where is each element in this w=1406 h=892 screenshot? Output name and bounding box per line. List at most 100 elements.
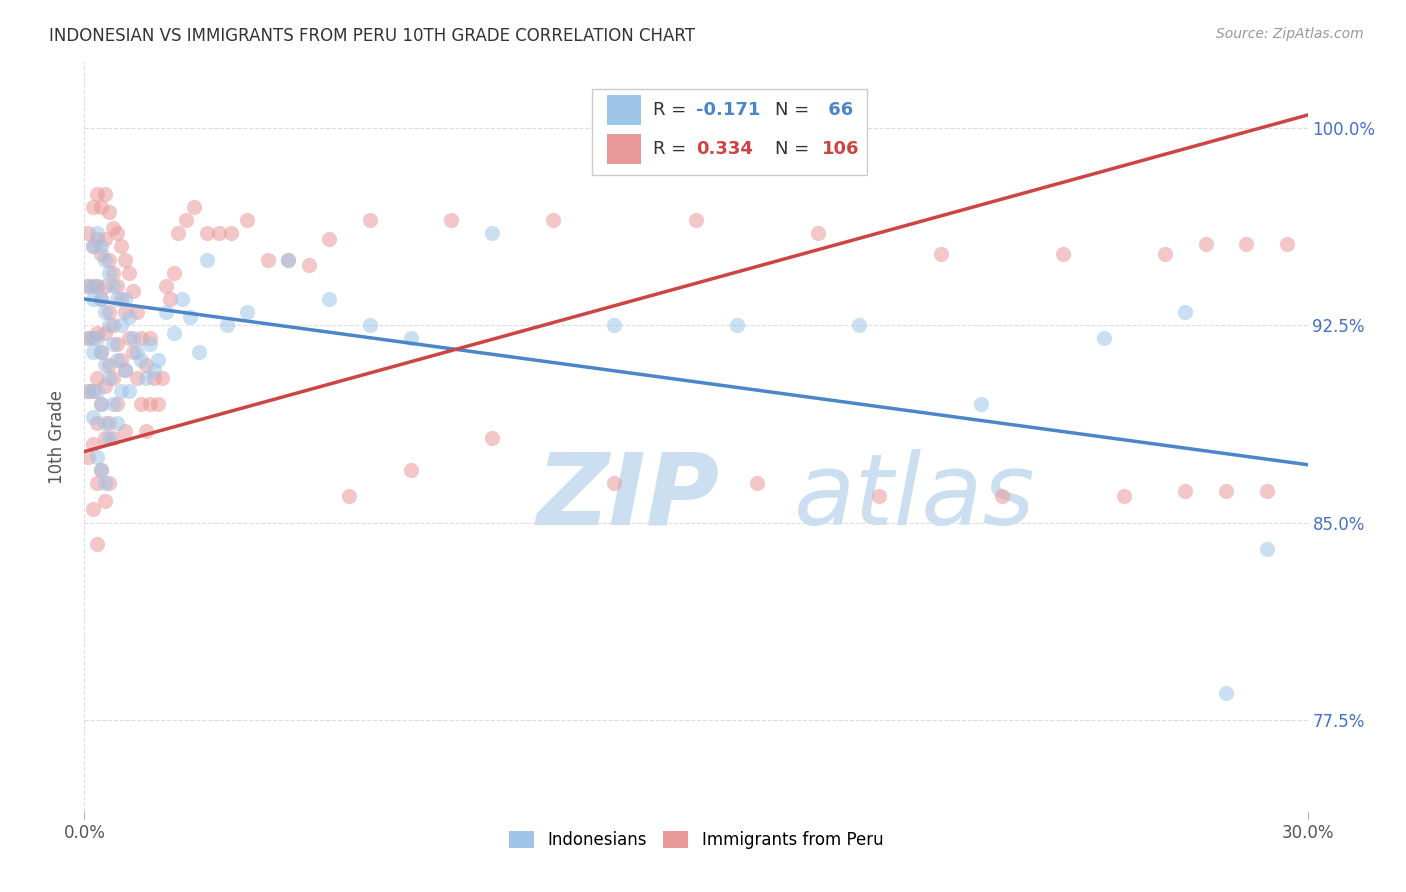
Point — [114, 252, 136, 267]
Point — [1052, 247, 1074, 261]
Point — [339, 489, 361, 503]
Point — [118, 310, 141, 325]
Point — [97, 358, 120, 372]
Point — [97, 305, 120, 319]
Point — [110, 384, 132, 398]
Point — [1277, 236, 1299, 251]
Point — [86, 536, 108, 550]
Point — [318, 292, 340, 306]
Point — [105, 292, 128, 306]
Point — [318, 231, 340, 245]
Bar — [592, 88, 868, 175]
Point — [105, 397, 128, 411]
Point — [127, 371, 149, 385]
Point — [90, 344, 112, 359]
Point — [77, 227, 100, 241]
Point — [93, 379, 115, 393]
Point — [110, 318, 132, 333]
Point — [101, 266, 124, 280]
Point — [77, 331, 100, 345]
Point — [1215, 483, 1237, 498]
Point — [93, 279, 115, 293]
Point — [159, 292, 181, 306]
Point — [101, 371, 124, 385]
Point — [970, 397, 993, 411]
Point — [543, 213, 565, 227]
Point — [114, 363, 136, 377]
Point — [1195, 236, 1218, 251]
Point — [101, 336, 124, 351]
Point — [1092, 331, 1115, 345]
Point — [277, 252, 299, 267]
Point — [93, 305, 115, 319]
Point — [90, 292, 112, 306]
Point — [685, 213, 707, 227]
Text: 0.334: 0.334 — [696, 140, 752, 158]
Point — [179, 310, 201, 325]
Point — [359, 213, 381, 227]
Point — [114, 363, 136, 377]
Point — [1174, 305, 1197, 319]
Point — [122, 331, 145, 345]
Point — [236, 213, 259, 227]
Point — [82, 436, 104, 450]
Point — [82, 502, 104, 516]
Point — [90, 397, 112, 411]
Point — [929, 247, 952, 261]
Point — [77, 384, 100, 398]
Point — [195, 252, 218, 267]
Point — [869, 489, 891, 503]
Point — [807, 227, 830, 241]
Point — [82, 410, 104, 425]
Text: -0.171: -0.171 — [696, 101, 761, 119]
Point — [135, 371, 157, 385]
Point — [1215, 686, 1237, 700]
Point — [110, 352, 132, 367]
Text: atlas: atlas — [794, 449, 1035, 546]
Point — [77, 279, 100, 293]
Point — [122, 344, 145, 359]
Point — [146, 397, 169, 411]
Point — [90, 292, 112, 306]
Point — [114, 292, 136, 306]
Point — [1114, 489, 1136, 503]
Point — [93, 416, 115, 430]
Point — [155, 305, 177, 319]
Point — [93, 231, 115, 245]
Point — [138, 397, 160, 411]
Point — [142, 363, 165, 377]
Point — [481, 431, 503, 445]
Point — [183, 200, 205, 214]
Point — [118, 331, 141, 345]
Point — [138, 331, 160, 345]
Point — [131, 331, 153, 345]
Point — [217, 318, 239, 333]
Point — [77, 331, 100, 345]
Point — [97, 476, 120, 491]
Point — [97, 371, 120, 385]
Point — [219, 227, 242, 241]
Point — [86, 416, 108, 430]
Point — [118, 384, 141, 398]
Point — [90, 463, 112, 477]
Point — [93, 326, 115, 341]
Point — [105, 352, 128, 367]
Point — [86, 331, 108, 345]
Point — [131, 352, 153, 367]
Point — [82, 279, 104, 293]
Point — [187, 344, 209, 359]
Point — [172, 292, 194, 306]
Point — [195, 227, 218, 241]
Point — [97, 252, 120, 267]
Point — [86, 186, 108, 201]
Point — [93, 358, 115, 372]
Point — [90, 200, 112, 214]
Point — [86, 227, 108, 241]
Point — [163, 266, 186, 280]
Point — [93, 431, 115, 445]
Point — [82, 292, 104, 306]
Point — [118, 266, 141, 280]
Point — [86, 326, 108, 341]
Point — [1154, 247, 1177, 261]
Point — [135, 424, 157, 438]
